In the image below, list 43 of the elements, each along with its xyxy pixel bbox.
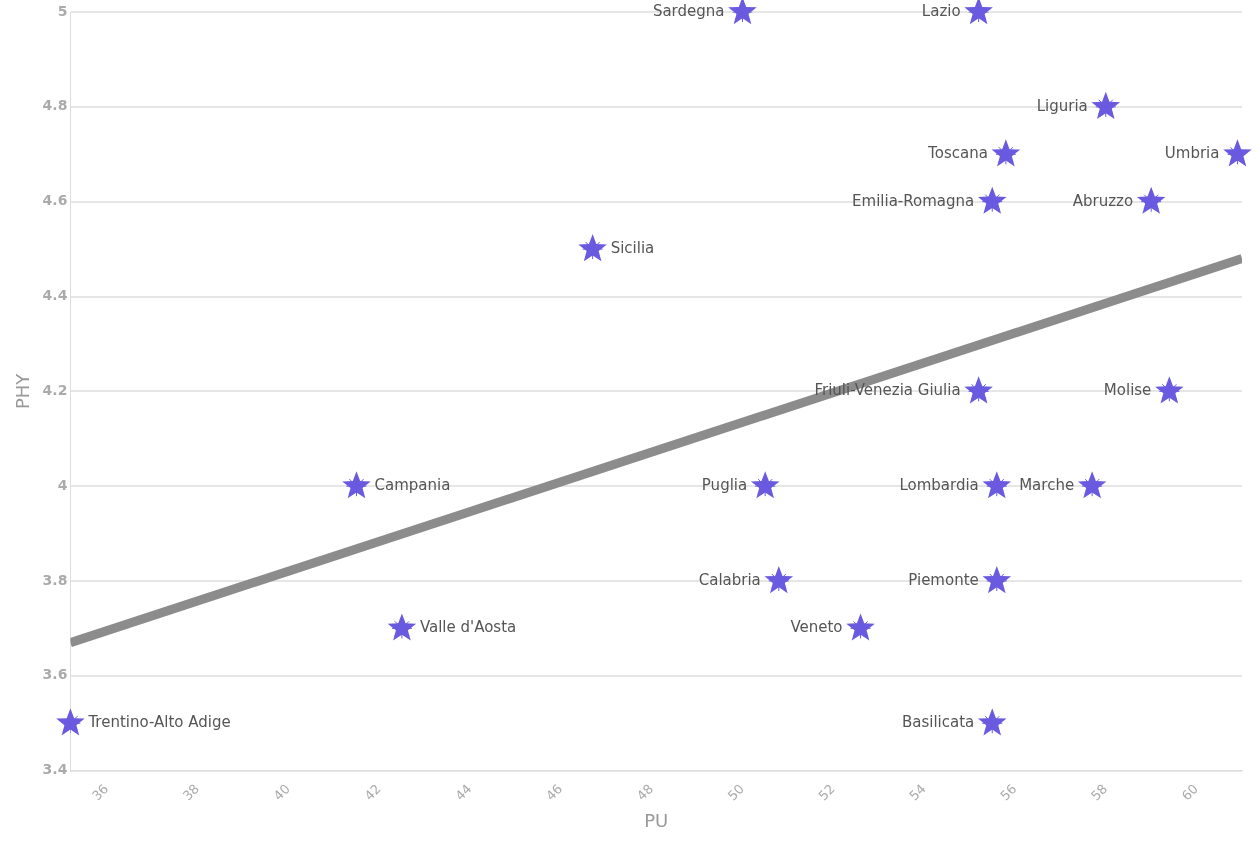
- annotation: Toscana: [927, 144, 988, 163]
- annotation: Sardegna: [652, 1, 725, 20]
- annotation: Emilia-Romagna: [852, 191, 975, 210]
- x-tick-label: 58: [1087, 781, 1111, 804]
- x-tick-label: 52: [815, 781, 838, 804]
- y-tick-label: 5: [57, 2, 68, 19]
- annotation: Puglia: [701, 476, 748, 495]
- y-tick-label: 4.8: [42, 97, 68, 114]
- x-tick-label: 60: [1178, 781, 1202, 804]
- x-tick-label: 56: [997, 781, 1020, 804]
- annotation: Basilicata: [901, 713, 975, 732]
- y-tick-label: 3.6: [42, 666, 68, 683]
- annotation: Umbria: [1164, 144, 1220, 163]
- x-tick-label: 48: [633, 781, 657, 804]
- x-tick-label: 46: [543, 781, 566, 804]
- annotation: Piemonte: [908, 570, 979, 589]
- annotation: Trentino-Alto Adige: [87, 713, 231, 732]
- annotation: Molise: [1103, 381, 1152, 400]
- y-tick-label: 3.8: [42, 571, 68, 588]
- y-tick-label: 4.6: [42, 192, 68, 209]
- annotation: Marche: [1019, 476, 1075, 495]
- x-tick-label: 44: [452, 781, 475, 804]
- x-tick-label: 54: [906, 781, 929, 804]
- annotation: Lombardia: [899, 476, 979, 495]
- y-tick-label: 4.2: [42, 381, 68, 398]
- y-tick-label: 4: [57, 476, 68, 493]
- annotation: Calabria: [698, 570, 761, 589]
- x-tick-label: 36: [88, 781, 112, 804]
- y-axis-title: PHY: [12, 372, 34, 410]
- x-tick-label: 40: [270, 781, 293, 804]
- x-tick-label: 42: [361, 781, 384, 804]
- x-tick-label: 38: [179, 781, 203, 804]
- annotation: Campania: [374, 476, 451, 495]
- y-tick-label: 3.4: [42, 761, 68, 778]
- annotation: Liguria: [1036, 96, 1088, 115]
- annotation: Abruzzo: [1072, 191, 1134, 210]
- annotation: Lazio: [921, 1, 961, 20]
- y-tick-label: 4.4: [42, 287, 68, 304]
- annotation: Valle d'Aosta: [419, 618, 517, 637]
- x-tick-label: 50: [724, 781, 747, 804]
- x-axis-title: PU: [644, 809, 669, 831]
- annotation: Veneto: [790, 618, 843, 637]
- annotation: Sicilia: [610, 238, 655, 257]
